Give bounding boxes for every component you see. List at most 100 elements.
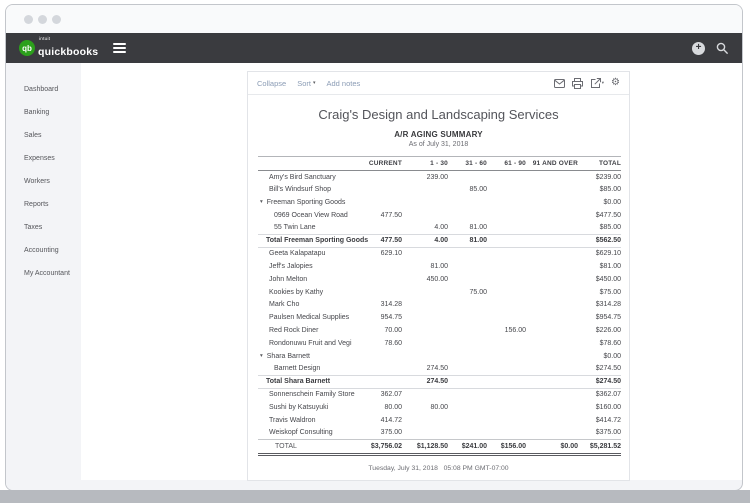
collapse-link[interactable]: Collapse (257, 79, 286, 88)
amount-cell: 85.00 (448, 183, 487, 196)
window-control-dot[interactable] (24, 15, 33, 24)
settings-button[interactable]: ⚙ (611, 78, 620, 88)
intuit-brand-label: intuit (39, 37, 98, 42)
amount-cell (526, 375, 578, 388)
customer-name-cell: Total Shara Barnett (258, 375, 358, 388)
amount-cell: 4.00 (402, 234, 448, 247)
amount-cell: 81.00 (402, 260, 448, 273)
amount-cell (487, 260, 526, 273)
table-row: Geeta Kalapatapu629.10$629.10 (258, 247, 621, 260)
amount-cell: $3,756.02 (358, 439, 402, 454)
table-row: Amy's Bird Sanctuary239.00$239.00 (258, 171, 621, 184)
amount-cell (487, 286, 526, 299)
amount-cell: $226.00 (578, 324, 621, 337)
amount-cell: 239.00 (402, 171, 448, 184)
amount-cell: $85.00 (578, 222, 621, 235)
window-control-dot[interactable] (38, 15, 47, 24)
amount-cell (526, 414, 578, 427)
amount-cell: $156.00 (487, 439, 526, 454)
quickbooks-logo-icon: qb (19, 40, 35, 56)
create-plus-button[interactable]: + (692, 42, 705, 55)
amount-cell: $5,281.52 (578, 439, 621, 454)
sidebar-item-accounting[interactable]: Accounting (6, 239, 81, 262)
amount-cell (402, 286, 448, 299)
page-background-strip (0, 490, 750, 503)
amount-cell: $450.00 (578, 273, 621, 286)
amount-cell: $629.10 (578, 247, 621, 260)
report-footer-timestamp: Tuesday, July 31, 2018 05:08 PM GMT-07:0… (248, 465, 629, 472)
table-row: John Melton 450.00 $450.00 (258, 273, 621, 286)
amount-cell (526, 209, 578, 222)
chevron-down-icon: ▾ (602, 80, 604, 86)
window-control-dot[interactable] (52, 15, 61, 24)
sidebar-item-expenses[interactable]: Expenses (6, 147, 81, 170)
quickbooks-brand-label: quickbooks (38, 46, 98, 58)
amount-cell (358, 222, 402, 235)
table-row: Travis Waldron414.72$414.72 (258, 414, 621, 427)
amount-cell (358, 362, 402, 375)
customer-name-cell: 55 Twin Lane (258, 222, 358, 235)
collapse-caret-icon[interactable]: ▾ (260, 199, 263, 205)
email-button[interactable] (554, 79, 565, 88)
mail-icon (554, 79, 565, 88)
customer-name-cell: John Melton (258, 273, 358, 286)
amount-cell: $274.50 (578, 375, 621, 388)
table-body: Amy's Bird Sanctuary239.00$239.00Bill's … (258, 171, 621, 455)
amount-cell (487, 388, 526, 401)
amount-cell: $375.00 (578, 426, 621, 439)
sidebar-item-reports[interactable]: Reports (6, 193, 81, 216)
customer-name-cell: TOTAL (258, 439, 358, 454)
quickbooks-logo[interactable]: qb intuit quickbooks (19, 37, 98, 59)
sidebar-item-workers[interactable]: Workers (6, 170, 81, 193)
sidebar-item-my-accountant[interactable]: My Accountant (6, 262, 81, 285)
hamburger-menu-icon[interactable] (113, 41, 126, 55)
export-button[interactable]: ▾ (590, 78, 604, 89)
amount-cell: $362.07 (578, 388, 621, 401)
amount-cell (526, 337, 578, 350)
amount-cell (487, 426, 526, 439)
amount-cell: $562.50 (578, 234, 621, 247)
amount-cell: $85.00 (578, 183, 621, 196)
amount-cell: $0.00 (526, 439, 578, 454)
print-icon (572, 78, 583, 89)
amount-cell (402, 388, 448, 401)
customer-name-cell: Amy's Bird Sanctuary (258, 171, 358, 184)
amount-cell: 629.10 (358, 247, 402, 260)
sidebar-item-banking[interactable]: Banking (6, 101, 81, 124)
company-name: Craig's Design and Landscaping Services (248, 107, 629, 122)
sort-dropdown[interactable]: Sort ▾ (297, 79, 315, 88)
customer-name-cell: Barnett Design (258, 362, 358, 375)
amount-cell (526, 298, 578, 311)
table-row: 0969 Ocean View Road477.50$477.50 (258, 209, 621, 222)
search-button[interactable] (716, 42, 729, 55)
sidebar-item-dashboard[interactable]: Dashboard (6, 78, 81, 101)
amount-cell (526, 196, 578, 209)
amount-cell (526, 426, 578, 439)
table-row: Rondonuwu Fruit and Vegi78.60$78.60 (258, 337, 621, 350)
print-button[interactable] (572, 78, 583, 89)
table-row: Mark Cho314.28$314.28 (258, 298, 621, 311)
top-navbar: qb intuit quickbooks + (6, 33, 742, 63)
amount-cell (448, 273, 487, 286)
amount-cell: 314.28 (358, 298, 402, 311)
amount-cell (487, 273, 526, 286)
table-row: ▾Freeman Sporting Goods$0.00 (258, 196, 621, 209)
amount-cell (402, 350, 448, 363)
amount-cell: 450.00 (402, 273, 448, 286)
amount-cell (487, 311, 526, 324)
amount-cell: 954.75 (358, 311, 402, 324)
amount-cell (526, 350, 578, 363)
collapse-caret-icon[interactable]: ▾ (260, 353, 263, 359)
customer-name-cell: Jeff's Jalopies (258, 260, 358, 273)
amount-cell (448, 388, 487, 401)
amount-cell (526, 171, 578, 184)
amount-cell (448, 362, 487, 375)
add-notes-link[interactable]: Add notes (326, 79, 360, 88)
amount-cell (402, 183, 448, 196)
report-title: A/R AGING SUMMARY (248, 130, 629, 139)
amount-cell (358, 196, 402, 209)
amount-cell (448, 171, 487, 184)
app-window: qb intuit quickbooks + DashboardBankingS… (5, 4, 743, 491)
sidebar-item-sales[interactable]: Sales (6, 124, 81, 147)
sidebar-item-taxes[interactable]: Taxes (6, 216, 81, 239)
